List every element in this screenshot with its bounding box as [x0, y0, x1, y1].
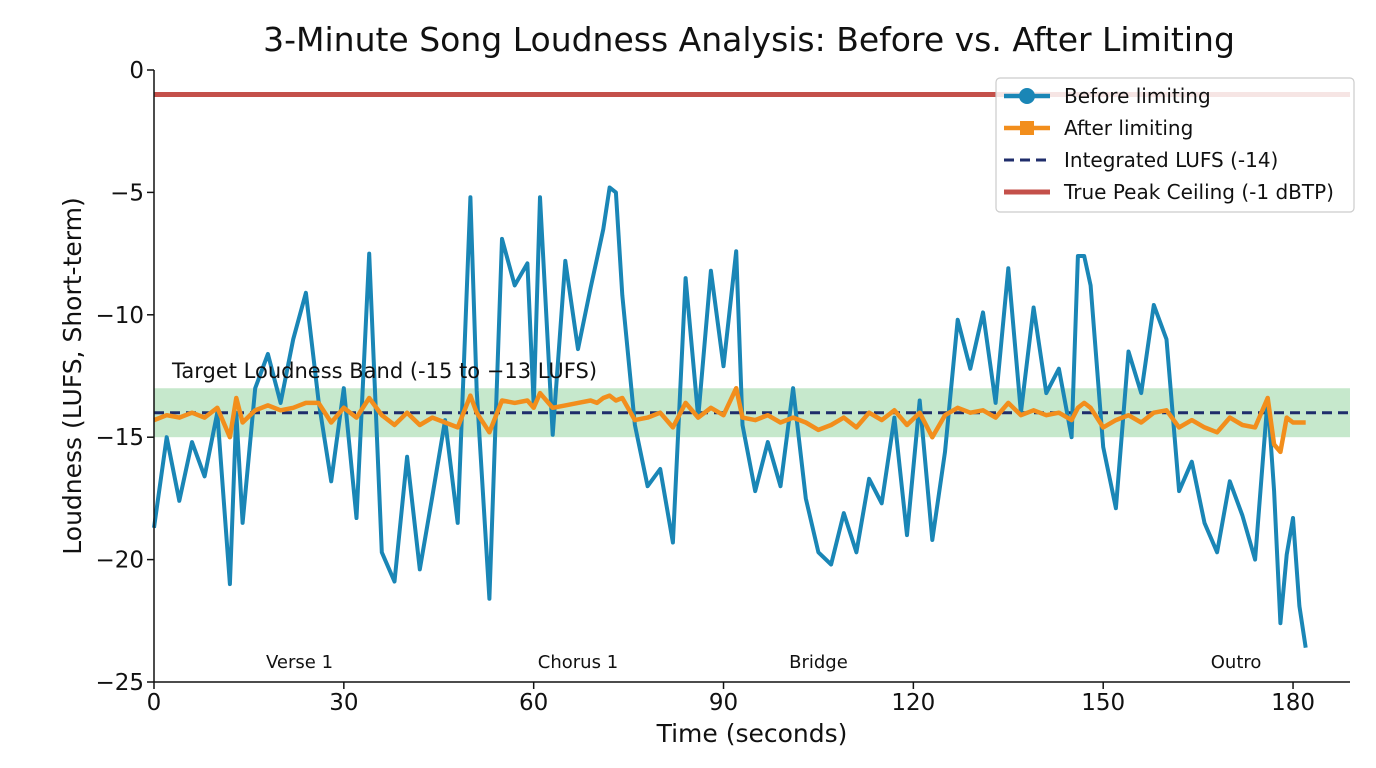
section-label: Bridge: [789, 652, 848, 673]
section-label: Chorus 1: [538, 652, 618, 673]
y-tick-label: −10: [95, 303, 144, 329]
axes-layer: 0 30 60 90 120 150 180 0 −5 −10 −15 −20 −25: [95, 58, 1350, 716]
legend-entry-label: Integrated LUFS (-14): [1064, 148, 1278, 172]
x-tick-label: 0: [147, 690, 162, 716]
legend: Before limiting After limiting Integrated …: [995, 77, 1355, 213]
legend-entry-label: Before limiting: [1064, 84, 1211, 108]
y-tick-label: −25: [95, 670, 144, 696]
text-layer: 3-Minute Song Loudness Analysis: Before …: [58, 20, 1261, 748]
series-layer: [152, 185, 1308, 648]
y-tick-label: −5: [110, 180, 144, 206]
before-limiting-line: [152, 185, 1308, 648]
section-label: Verse 1: [266, 652, 333, 673]
y-tick-label: 0: [129, 58, 144, 84]
x-tick-label: 180: [1271, 690, 1315, 716]
section-label: Outro: [1211, 652, 1262, 673]
x-tick-label: 120: [891, 690, 935, 716]
x-axis-label: Time (seconds): [656, 719, 848, 748]
x-tick-label: 60: [519, 690, 548, 716]
legend-entry-label: True Peak Ceiling (-1 dBTP): [1063, 180, 1334, 204]
legend-marker-square: [1020, 121, 1034, 135]
legend-marker-circle: [1019, 88, 1035, 104]
target-band-label: Target Loudness Band (-15 to −13 LUFS): [171, 359, 597, 383]
legend-box: [995, 77, 1355, 213]
legend-entry-label: After limiting: [1064, 116, 1193, 140]
y-tick-label: −20: [95, 548, 144, 574]
after-limiting-line: [153, 385, 1306, 455]
y-tick-label: −15: [95, 425, 144, 451]
y-axis-label: Loudness (LUFS, Short-term): [58, 197, 87, 554]
chart-title: 3-Minute Song Loudness Analysis: Before …: [263, 20, 1235, 59]
x-tick-label: 150: [1081, 690, 1125, 716]
x-tick-label: 30: [329, 690, 358, 716]
x-tick-label: 90: [709, 690, 738, 716]
